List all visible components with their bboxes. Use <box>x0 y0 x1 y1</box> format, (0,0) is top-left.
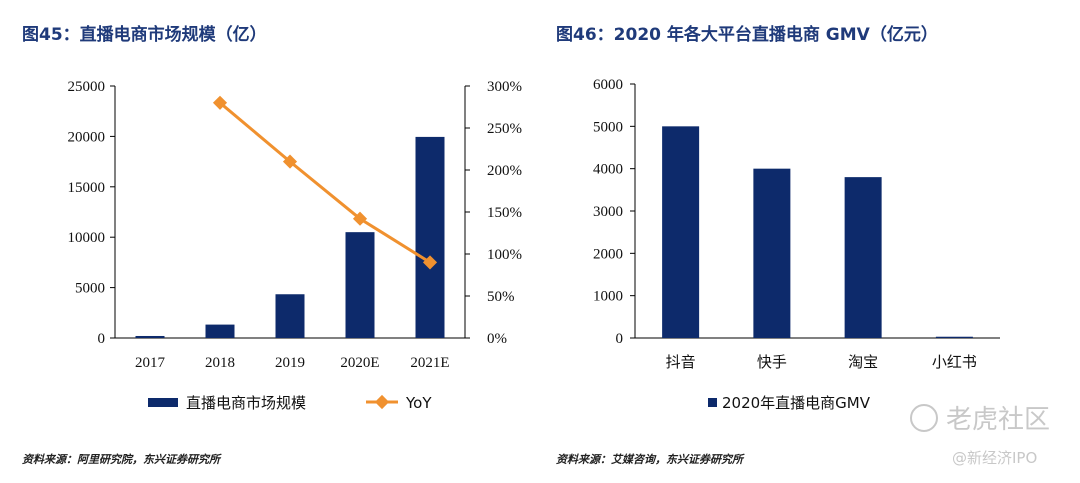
watermark-main: 老虎社区 <box>946 405 1050 435</box>
x-tick-label: 2020E <box>340 355 379 371</box>
y2-tick-label: 200% <box>487 163 522 179</box>
y-tick-label: 1000 <box>593 289 623 305</box>
legend-label-yoy: YoY <box>405 394 432 412</box>
chart-left-title: 图45：直播电商市场规模（亿） <box>22 24 267 45</box>
yoy-line-path <box>219 101 431 264</box>
bar-gmv <box>935 336 973 338</box>
y2-tick-label: 150% <box>487 205 522 221</box>
y-tick-label: 0 <box>98 331 106 347</box>
y-tick-label: 4000 <box>593 162 623 178</box>
chart-left-bars <box>135 136 445 338</box>
y2-tick-label: 100% <box>487 247 522 263</box>
legend-marker-diamond <box>374 394 390 410</box>
chart-left-yoy-line <box>212 95 438 270</box>
y-tick-label: 0 <box>616 331 624 347</box>
chart-right-x-ticks: 抖音 快手 淘宝 小红书 <box>666 353 977 371</box>
x-tick-label: 2017 <box>135 355 166 371</box>
bar-market-size <box>205 324 235 338</box>
chart-right-source: 资料来源：艾媒咨询，东兴证券研究所 <box>556 453 745 466</box>
chart-right-y-ticks: 6000 5000 4000 3000 2000 1000 0 <box>593 77 635 347</box>
chart-left-y2-ticks: 300% 250% 200% 150% 100% 50% 0% <box>465 79 522 347</box>
watermark: 老虎社区 @新经济IPO <box>910 404 1050 467</box>
y-tick-label: 20000 <box>68 129 106 145</box>
chart-left-x-ticks: 2017 2018 2019 2020E 2021E <box>135 355 450 371</box>
legend-label-gmv: 2020年直播电商GMV <box>722 394 871 412</box>
chart-left-y-ticks: 25000 20000 15000 10000 5000 0 <box>68 79 115 347</box>
yoy-point <box>422 255 438 270</box>
y-tick-label: 6000 <box>593 77 623 93</box>
x-tick-label: 2021E <box>410 355 449 371</box>
y-tick-label: 25000 <box>68 79 106 95</box>
x-tick-label: 抖音 <box>666 353 696 371</box>
x-tick-label: 小红书 <box>932 353 977 371</box>
y-tick-label: 15000 <box>68 180 106 196</box>
x-tick-label: 快手 <box>757 353 787 371</box>
yoy-point <box>282 154 298 169</box>
x-tick-label: 2018 <box>205 355 235 371</box>
legend-swatch-gmv <box>708 398 717 407</box>
bar-gmv <box>844 177 882 338</box>
bar-market-size <box>275 294 305 338</box>
y-tick-label: 2000 <box>593 246 623 262</box>
y2-tick-label: 50% <box>487 289 515 305</box>
chart-left-source: 资料来源：阿里研究院，东兴证券研究所 <box>22 453 222 466</box>
chart-right-legend: 2020年直播电商GMV <box>708 394 871 412</box>
bar-gmv <box>753 168 791 338</box>
legend-swatch-bar <box>148 398 178 407</box>
chart-left-legend: 直播电商市场规模 YoY <box>148 394 432 412</box>
y2-tick-label: 300% <box>487 79 522 95</box>
y2-tick-label: 0% <box>487 331 507 347</box>
y-tick-label: 3000 <box>593 204 623 220</box>
bar-market-size <box>415 136 445 338</box>
y2-tick-label: 250% <box>487 121 522 137</box>
chart-left: 图45：直播电商市场规模（亿） 25000 20000 15000 10000 5000… <box>22 24 522 466</box>
x-tick-label: 2019 <box>275 355 305 371</box>
chart-right: 图46：2020 年各大平台直播电商 GMV（亿元） 6000 5000 4000 3… <box>556 24 1000 466</box>
watermark-logo-icon <box>910 404 938 432</box>
bar-market-size <box>135 335 165 338</box>
yoy-point <box>352 211 368 226</box>
y-tick-label: 5000 <box>593 119 623 135</box>
bar-gmv <box>662 126 700 338</box>
chart-right-bars <box>662 126 973 338</box>
chart-right-title: 图46：2020 年各大平台直播电商 GMV（亿元） <box>556 24 938 45</box>
legend-label-market-size: 直播电商市场规模 <box>186 394 306 412</box>
watermark-sub: @新经济IPO <box>952 449 1037 467</box>
x-tick-label: 淘宝 <box>848 353 878 371</box>
y-tick-label: 10000 <box>68 230 106 246</box>
y-tick-label: 5000 <box>75 281 105 297</box>
bar-market-size <box>345 232 375 338</box>
